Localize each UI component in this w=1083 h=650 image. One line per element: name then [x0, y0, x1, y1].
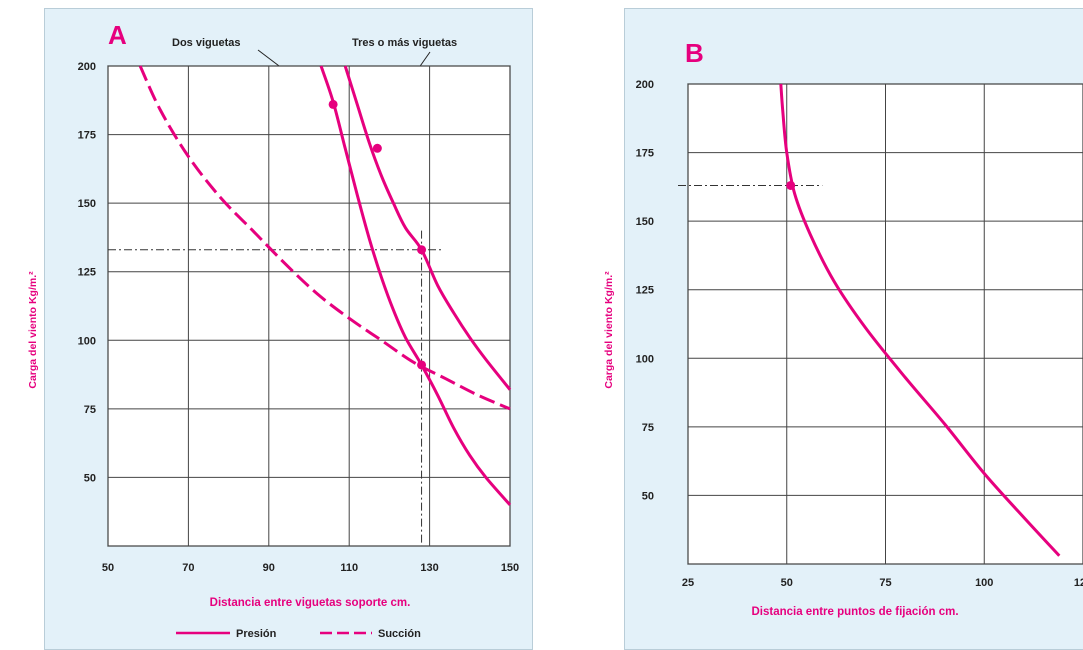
panel-a-x-tick-label: 90: [263, 562, 275, 574]
panel-a-x-tick-label: 50: [102, 562, 114, 574]
panel-a-x-axis-label: Distancia entre viguetas soporte cm.: [210, 597, 411, 609]
panel-b-y-tick-label: 100: [636, 353, 654, 365]
panel-b-y-tick-label: 200: [636, 79, 654, 91]
panel-b-x-tick-label: 50: [781, 577, 793, 589]
panel-a-plot: 50 75 100 125 150 175 200 50 70 90 110 130 150: [78, 61, 520, 574]
legend-presion-label: Presión: [236, 628, 277, 640]
panel-b-x-tick-label: 25: [682, 577, 694, 589]
panel-a-data-marker: [417, 360, 427, 370]
panel-b-y-tick-label: 125: [636, 285, 654, 297]
panel-b-letter: B: [685, 38, 704, 68]
panel-b-data-marker: [786, 180, 796, 190]
panel-b-y-tick-label: 75: [642, 422, 654, 434]
panel-b-y-tick-label: 50: [642, 490, 654, 502]
panel-a-y-axis-label: Carga del viento Kg/m.²: [27, 271, 39, 389]
panel-a-letter: A: [108, 20, 127, 50]
panel-a-y-tick-label: 200: [78, 61, 96, 73]
panel-a-y-tick-label: 50: [84, 472, 96, 484]
panel-a-y-tick-label: 100: [78, 335, 96, 347]
panel-a-data-marker: [328, 99, 338, 109]
panel-b-x-tick-label: 75: [879, 577, 891, 589]
panel-a-data-marker: [417, 245, 427, 255]
annotation-dos-viguetas: Dos viguetas: [172, 37, 240, 49]
panel-a-data-marker: [372, 143, 382, 153]
panel-a-y-tick-label: 75: [84, 404, 96, 416]
panel-a-x-tick-label: 110: [340, 562, 358, 574]
panel-b-x-tick-label: 100: [975, 577, 993, 589]
panel-b-series-line-0: [779, 83, 1061, 557]
panel-b-x-axis-label: Distancia entre puntos de fijación cm.: [751, 606, 958, 618]
panel-a-series-line-0: [319, 65, 512, 506]
panel-a-y-tick-label: 175: [78, 130, 96, 142]
panel-b-y-tick-label: 150: [636, 216, 654, 228]
legend-succion-label: Succión: [378, 628, 421, 640]
panel-b-y-axis-label: Carga del viento Kg/m.²: [603, 271, 615, 389]
panel-a-x-tick-label: 150: [501, 562, 519, 574]
panel-b-y-tick-label: 175: [636, 148, 654, 160]
panel-a-y-tick-label: 125: [78, 267, 96, 279]
panel-a-x-tick-label: 70: [182, 562, 194, 574]
panel-a-series-line-2: [138, 65, 511, 411]
panel-b-plot: 50 75 100 125 150 175 200 25 50 75 100 125: [636, 79, 1083, 589]
annotation-tres-viguetas: Tres o más viguetas: [352, 37, 457, 49]
panel-a-y-tick-label: 150: [78, 198, 96, 210]
panel-a-series-line-1: [343, 65, 512, 391]
panel-b-x-tick-label: 125: [1074, 577, 1083, 589]
panel-a-x-tick-label: 130: [420, 562, 438, 574]
panel-a-plot-area: [107, 65, 511, 547]
